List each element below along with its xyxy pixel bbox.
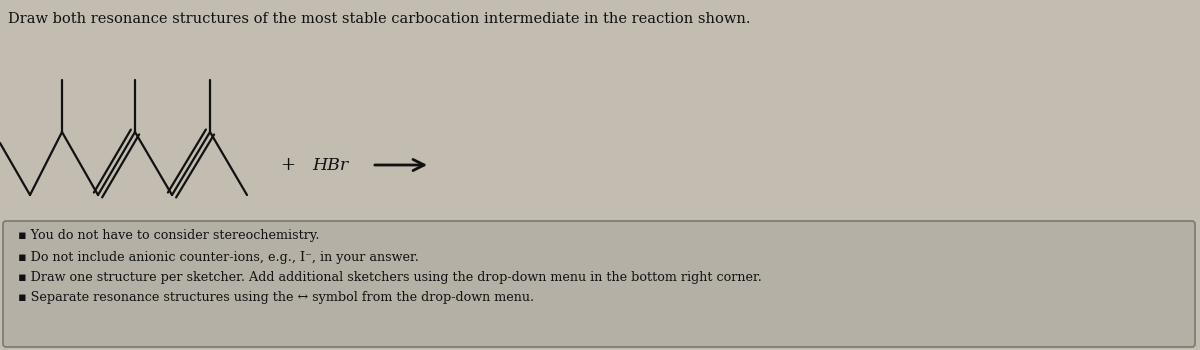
Text: Draw both resonance structures of the most stable carbocation intermediate in th: Draw both resonance structures of the mo… (8, 12, 750, 26)
Text: ▪ You do not have to consider stereochemistry.: ▪ You do not have to consider stereochem… (18, 230, 319, 243)
Text: ▪ Do not include anionic counter-ions, e.g., I⁻, in your answer.: ▪ Do not include anionic counter-ions, e… (18, 251, 419, 264)
Text: ▪ Draw one structure per sketcher. Add additional sketchers using the drop-down : ▪ Draw one structure per sketcher. Add a… (18, 271, 762, 284)
Text: ▪ Separate resonance structures using the ↔ symbol from the drop-down menu.: ▪ Separate resonance structures using th… (18, 292, 534, 304)
Text: +: + (281, 156, 295, 174)
Text: HBr: HBr (312, 156, 348, 174)
FancyBboxPatch shape (2, 221, 1195, 347)
